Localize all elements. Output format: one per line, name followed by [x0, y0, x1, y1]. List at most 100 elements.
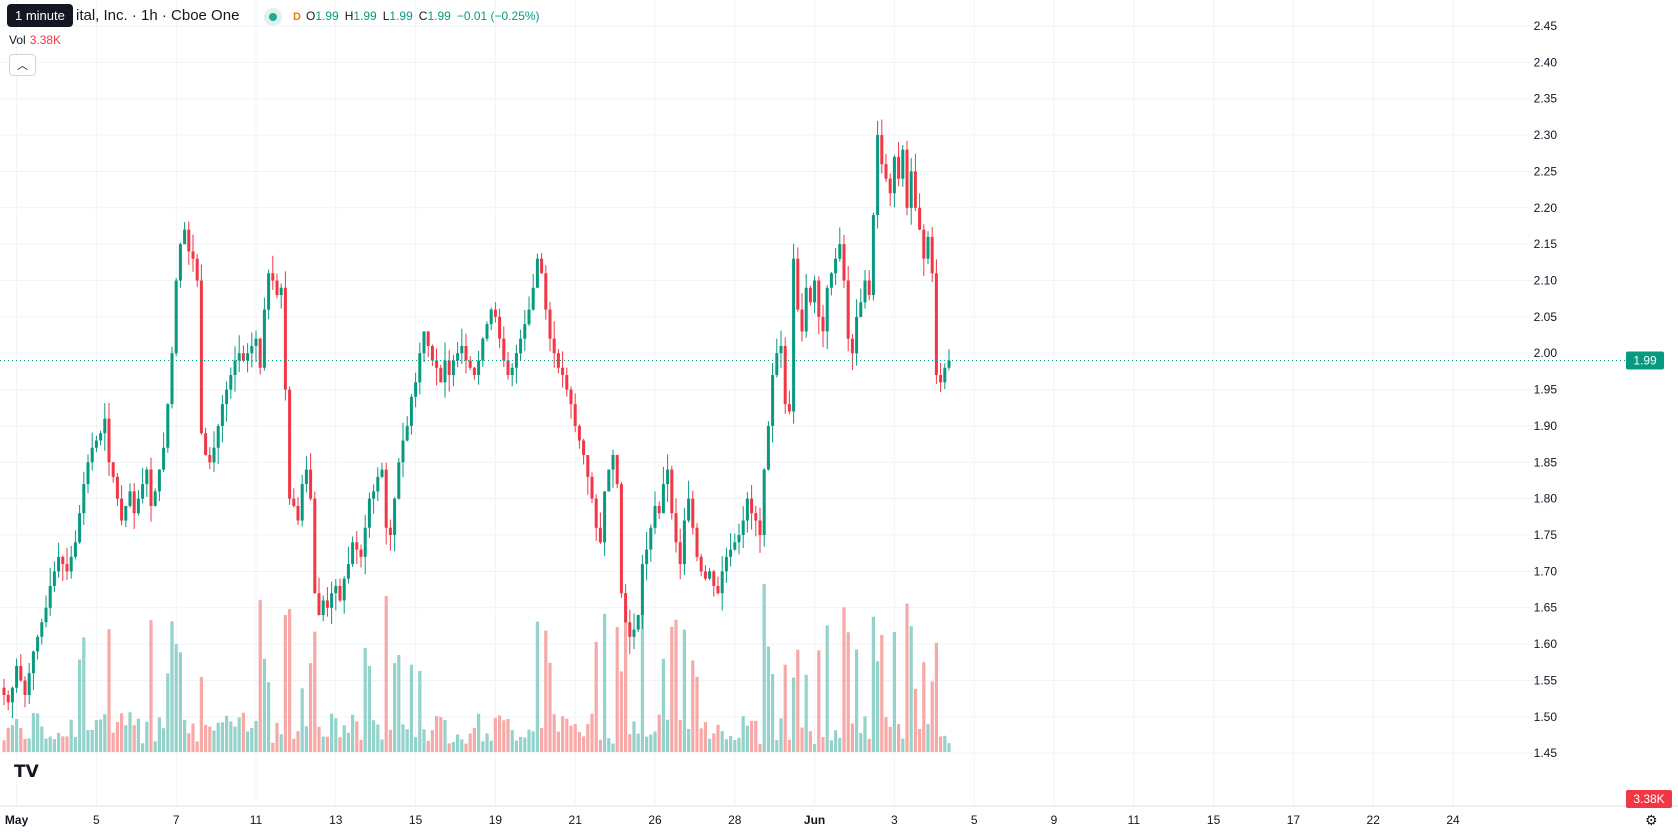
candle-body	[909, 171, 913, 208]
candle-body	[233, 360, 237, 376]
volume-bar	[115, 722, 119, 752]
candle-body	[855, 316, 859, 354]
candle-body	[166, 404, 170, 448]
time-tick-label: 15	[1207, 813, 1221, 827]
market-status[interactable]: D	[264, 8, 306, 26]
volume-bar	[640, 613, 644, 752]
volume-bar	[283, 614, 287, 752]
candle-body	[359, 549, 363, 557]
candle-body	[183, 229, 187, 245]
volume-bar	[468, 733, 472, 752]
candle-body	[766, 425, 770, 470]
candle-body	[758, 520, 762, 536]
price-tick-label: 1.60	[1534, 637, 1558, 651]
candle-body	[897, 156, 901, 179]
volume-bar	[817, 650, 821, 752]
volume-bar	[36, 713, 40, 752]
candle-body	[405, 425, 409, 441]
volume-bar	[69, 719, 73, 752]
candle-body	[628, 622, 632, 637]
settings-gear-icon[interactable]: ⚙	[1645, 812, 1658, 828]
candle-body	[187, 229, 191, 252]
volume-bar	[653, 731, 657, 752]
volume-bar	[342, 725, 346, 752]
volume-bar	[821, 737, 825, 752]
volume-bar	[48, 736, 52, 752]
volume-bar	[464, 743, 468, 752]
candle-body	[493, 309, 497, 317]
volume-bar	[930, 681, 934, 752]
candle-body	[52, 571, 56, 586]
candle-body	[468, 360, 472, 368]
price-axis[interactable]: 2.45 2.40 2.35 2.30 2.25 2.20 2.15 2.10 2.05 2.00…	[1534, 19, 1558, 760]
ohlc-item: O1.99	[306, 9, 339, 23]
volume-bar	[229, 721, 233, 752]
ohlc-key: L	[382, 9, 390, 23]
volume-bar	[23, 738, 27, 752]
collapse-legend-button[interactable]: ︿	[9, 54, 36, 76]
price-tick-label: 1.70	[1534, 564, 1558, 578]
candle-body	[115, 476, 119, 499]
volume-bar	[174, 644, 178, 752]
volume-bar	[859, 732, 863, 752]
candle-body	[296, 505, 300, 521]
time-tick-label: Jun	[804, 813, 825, 827]
ohlc-item: C1.99	[419, 9, 451, 23]
time-tick-label: May	[5, 813, 29, 827]
volume-bar	[573, 723, 577, 752]
candle-body	[397, 462, 401, 499]
candle-body	[31, 651, 35, 674]
time-axis[interactable]: May 5 7 11 13 15 19 21 26 28 Jun 3 5 9 11 15 17 22 24	[0, 805, 1678, 827]
volume-bar	[57, 732, 61, 752]
volume-bar	[813, 743, 817, 752]
price-tick-label: 1.95	[1534, 383, 1558, 397]
volume-bar	[275, 722, 279, 752]
volume-bar	[737, 737, 741, 752]
candle-body	[540, 258, 544, 274]
volume-bar	[199, 676, 203, 752]
tradingview-logo-icon[interactable]: TV	[14, 762, 39, 782]
volume-bar	[166, 673, 170, 752]
candle-body	[376, 476, 380, 492]
candle-body	[107, 418, 111, 463]
volume-bar	[603, 613, 607, 752]
candle-body	[472, 367, 476, 376]
volume-bar	[309, 663, 313, 752]
volume-bar	[153, 741, 157, 752]
candle-body	[611, 455, 615, 470]
volume-bar	[338, 737, 342, 752]
volume-bar	[346, 732, 350, 752]
candle-body	[565, 375, 569, 390]
volume-bar	[447, 743, 451, 752]
candle-body	[372, 491, 376, 499]
ohlc-key: C	[418, 9, 428, 23]
volume-bar	[682, 629, 686, 752]
candle-body	[443, 360, 447, 383]
price-tick-label: 2.35	[1534, 92, 1558, 106]
volume-bar	[741, 716, 745, 752]
symbol-title[interactable]: ital, Inc. · 1h · Cboe One	[76, 7, 240, 24]
volume-bar	[40, 726, 44, 752]
volume-bar	[52, 739, 56, 752]
price-tick-label: 2.40	[1534, 55, 1558, 69]
candle-body	[846, 280, 850, 339]
candle-body	[317, 593, 321, 616]
candle-body	[426, 331, 430, 346]
candle-body	[65, 564, 69, 572]
volume-bar	[582, 736, 586, 752]
candle-body	[603, 491, 607, 543]
volume-bar	[128, 712, 132, 752]
volume-bar	[195, 741, 199, 752]
volume-bar	[279, 734, 283, 752]
volume-bar	[124, 725, 128, 752]
volume-bar	[103, 714, 107, 752]
volume-bar	[594, 642, 598, 752]
price-tick-label: 1.55	[1534, 673, 1558, 687]
candle-body	[10, 687, 14, 703]
candle-body	[15, 665, 19, 688]
volume-bar	[787, 739, 791, 752]
volume-bar	[674, 619, 678, 752]
volume-bar	[687, 728, 691, 752]
candle-body	[615, 455, 619, 485]
